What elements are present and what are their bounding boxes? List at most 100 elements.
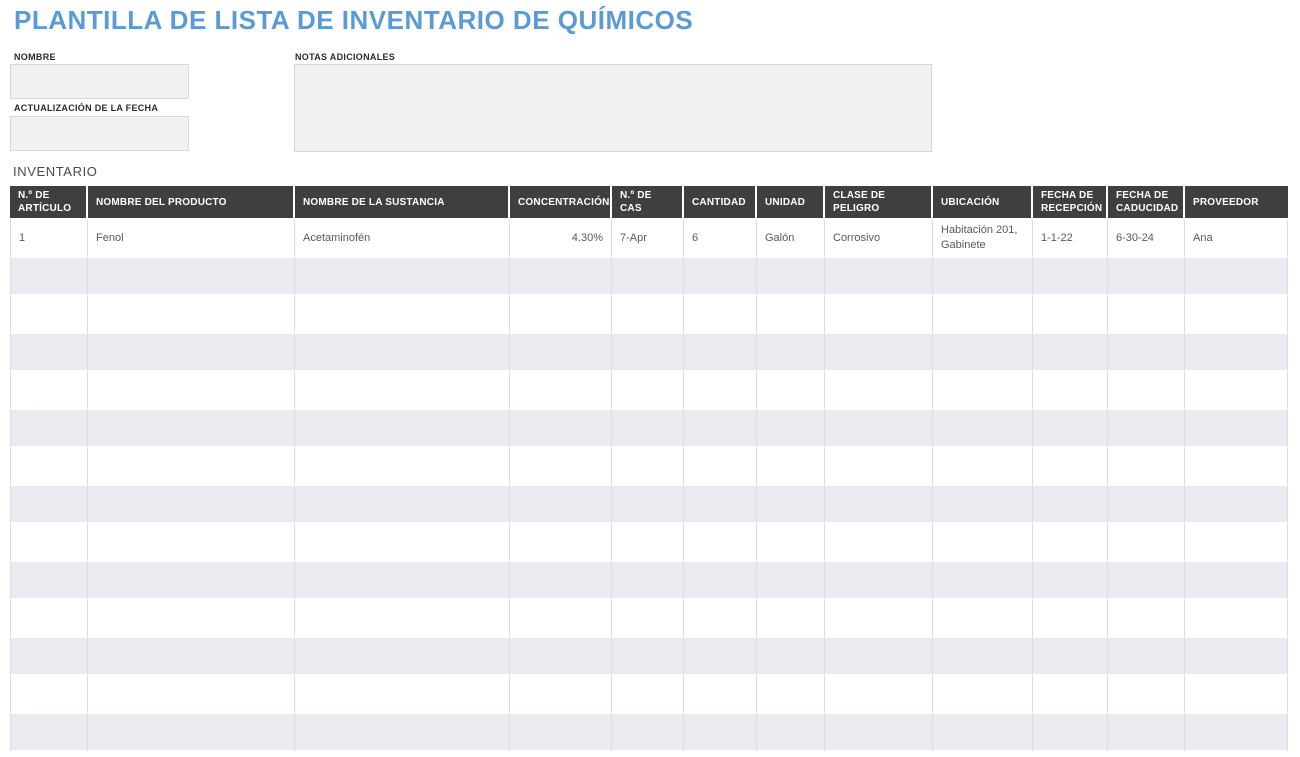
cell[interactable] bbox=[295, 676, 510, 714]
cell[interactable] bbox=[295, 638, 510, 676]
cell[interactable] bbox=[510, 600, 612, 638]
cell[interactable] bbox=[684, 372, 757, 410]
cell[interactable] bbox=[1185, 600, 1288, 638]
cell[interactable] bbox=[1033, 524, 1108, 562]
cell[interactable] bbox=[88, 372, 295, 410]
cell[interactable] bbox=[757, 524, 825, 562]
cell[interactable] bbox=[757, 486, 825, 524]
cell[interactable] bbox=[612, 676, 684, 714]
cell[interactable] bbox=[757, 676, 825, 714]
cell[interactable]: Galón bbox=[757, 220, 825, 258]
cell[interactable] bbox=[1033, 258, 1108, 296]
cell[interactable] bbox=[612, 296, 684, 334]
cell[interactable] bbox=[510, 334, 612, 372]
cell[interactable] bbox=[684, 524, 757, 562]
cell[interactable] bbox=[825, 258, 933, 296]
cell[interactable] bbox=[933, 524, 1033, 562]
cell[interactable] bbox=[88, 676, 295, 714]
cell[interactable] bbox=[825, 410, 933, 448]
cell[interactable] bbox=[1108, 410, 1185, 448]
cell[interactable] bbox=[933, 486, 1033, 524]
cell[interactable] bbox=[757, 410, 825, 448]
cell[interactable]: 6 bbox=[684, 220, 757, 258]
cell[interactable] bbox=[684, 296, 757, 334]
cell[interactable] bbox=[88, 334, 295, 372]
cell[interactable] bbox=[295, 448, 510, 486]
cell[interactable]: 1-1-22 bbox=[1033, 220, 1108, 258]
cell[interactable] bbox=[510, 372, 612, 410]
cell[interactable] bbox=[295, 372, 510, 410]
cell[interactable] bbox=[612, 524, 684, 562]
cell[interactable] bbox=[612, 410, 684, 448]
cell[interactable] bbox=[757, 372, 825, 410]
cell[interactable] bbox=[684, 486, 757, 524]
cell[interactable] bbox=[1185, 524, 1288, 562]
cell[interactable] bbox=[933, 676, 1033, 714]
cell[interactable] bbox=[1108, 676, 1185, 714]
cell[interactable] bbox=[510, 296, 612, 334]
cell[interactable] bbox=[825, 524, 933, 562]
cell[interactable] bbox=[510, 638, 612, 676]
cell[interactable] bbox=[757, 334, 825, 372]
cell[interactable] bbox=[10, 258, 88, 296]
cell[interactable] bbox=[933, 562, 1033, 600]
cell[interactable] bbox=[933, 410, 1033, 448]
cell[interactable] bbox=[88, 486, 295, 524]
cell[interactable] bbox=[510, 714, 612, 752]
cell[interactable] bbox=[10, 562, 88, 600]
cell[interactable] bbox=[1033, 372, 1108, 410]
cell[interactable] bbox=[1185, 410, 1288, 448]
cell[interactable] bbox=[825, 638, 933, 676]
cell[interactable] bbox=[88, 562, 295, 600]
cell[interactable] bbox=[1108, 296, 1185, 334]
cell[interactable]: 1 bbox=[10, 220, 88, 258]
cell[interactable] bbox=[1108, 562, 1185, 600]
cell[interactable] bbox=[757, 448, 825, 486]
cell[interactable] bbox=[1185, 676, 1288, 714]
cell[interactable] bbox=[510, 562, 612, 600]
cell[interactable] bbox=[757, 562, 825, 600]
cell[interactable] bbox=[1108, 714, 1185, 752]
cell[interactable] bbox=[88, 296, 295, 334]
cell[interactable] bbox=[295, 486, 510, 524]
cell[interactable] bbox=[1033, 334, 1108, 372]
cell[interactable] bbox=[1033, 714, 1108, 752]
cell[interactable] bbox=[684, 562, 757, 600]
cell[interactable] bbox=[10, 448, 88, 486]
cell[interactable] bbox=[295, 524, 510, 562]
cell[interactable] bbox=[88, 448, 295, 486]
cell[interactable] bbox=[1185, 486, 1288, 524]
cell[interactable] bbox=[933, 334, 1033, 372]
cell[interactable] bbox=[757, 258, 825, 296]
cell[interactable] bbox=[88, 524, 295, 562]
cell[interactable] bbox=[933, 296, 1033, 334]
cell[interactable] bbox=[612, 448, 684, 486]
cell[interactable] bbox=[1108, 600, 1185, 638]
cell[interactable] bbox=[757, 600, 825, 638]
cell[interactable] bbox=[510, 448, 612, 486]
cell[interactable]: 4.30% bbox=[510, 220, 612, 258]
cell[interactable] bbox=[757, 714, 825, 752]
cell[interactable] bbox=[933, 372, 1033, 410]
cell[interactable] bbox=[10, 676, 88, 714]
cell[interactable] bbox=[684, 334, 757, 372]
cell[interactable] bbox=[612, 372, 684, 410]
cell[interactable] bbox=[1033, 676, 1108, 714]
cell[interactable]: Habitación 201, Gabinete bbox=[933, 220, 1033, 258]
cell[interactable] bbox=[1108, 372, 1185, 410]
cell[interactable] bbox=[1033, 562, 1108, 600]
cell[interactable] bbox=[295, 334, 510, 372]
cell[interactable] bbox=[684, 258, 757, 296]
cell[interactable] bbox=[295, 600, 510, 638]
cell[interactable] bbox=[933, 258, 1033, 296]
cell[interactable] bbox=[612, 486, 684, 524]
date-updated-input[interactable] bbox=[10, 116, 189, 151]
cell[interactable] bbox=[295, 714, 510, 752]
cell[interactable]: 7-Apr bbox=[612, 220, 684, 258]
cell[interactable] bbox=[1185, 372, 1288, 410]
cell[interactable] bbox=[10, 486, 88, 524]
cell[interactable] bbox=[1033, 296, 1108, 334]
cell[interactable] bbox=[612, 600, 684, 638]
cell[interactable] bbox=[10, 714, 88, 752]
cell[interactable] bbox=[825, 448, 933, 486]
